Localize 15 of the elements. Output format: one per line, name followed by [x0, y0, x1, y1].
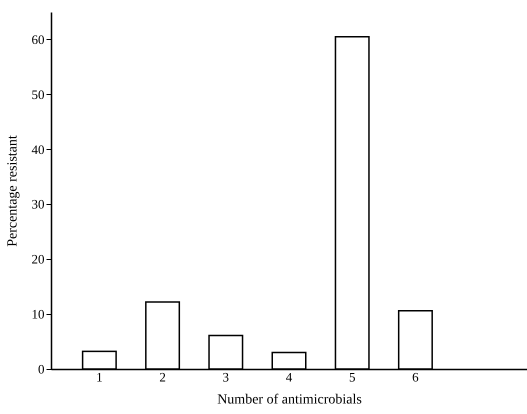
x-axis-title: Number of antimicrobials — [217, 392, 362, 408]
y-tick-label: 60 — [32, 32, 44, 47]
y-tick-label: 30 — [32, 196, 44, 212]
x-tick-label: 6 — [412, 370, 420, 384]
x-tick-label: 5 — [348, 370, 356, 384]
x-tick-label: 2 — [159, 370, 166, 384]
x-tick-label: 1 — [96, 370, 103, 384]
y-tick-label: 10 — [32, 306, 44, 322]
y-axis-title: Percentage resistant — [6, 135, 20, 247]
y-tick-label: 40 — [32, 142, 44, 157]
x-tick-label: 4 — [286, 370, 293, 384]
y-tick-label: 0 — [38, 362, 44, 376]
y-tick-label: 50 — [32, 86, 44, 102]
x-tick-label: 3 — [222, 370, 230, 384]
y-tick-label: 20 — [32, 252, 44, 267]
